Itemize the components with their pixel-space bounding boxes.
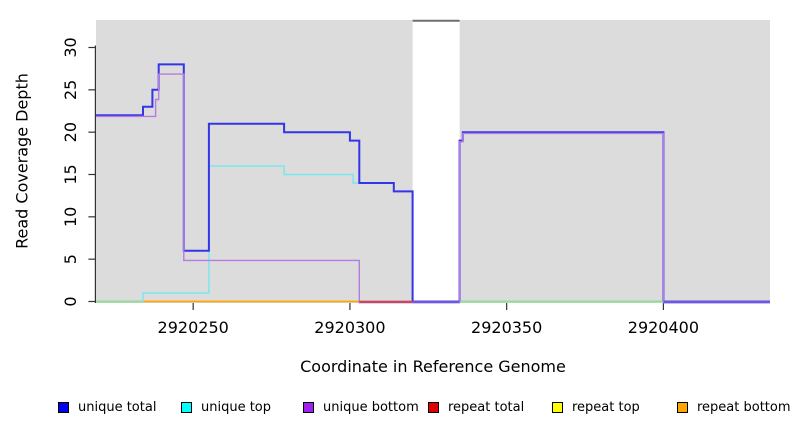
y-tick-label: 30 bbox=[61, 37, 80, 57]
x-tick-label: 2920400 bbox=[628, 318, 699, 337]
y-axis-title: Read Coverage Depth bbox=[12, 73, 32, 249]
y-tick-label: 20 bbox=[61, 122, 80, 142]
x-tick-label: 2920250 bbox=[158, 318, 229, 337]
y-tick-label: 25 bbox=[61, 80, 80, 100]
y-tick-label: 15 bbox=[61, 164, 80, 184]
x-tick-label: 2920300 bbox=[314, 318, 385, 337]
y-tick-label: 0 bbox=[61, 296, 80, 306]
series-line-unique-total bbox=[96, 63, 770, 303]
series-line-unique-bottom bbox=[96, 73, 770, 304]
y-tick-label: 5 bbox=[61, 254, 80, 264]
y-tick-label: 10 bbox=[61, 207, 80, 227]
x-axis-title: Coordinate in Reference Genome bbox=[300, 357, 566, 376]
masked-region bbox=[412, 20, 460, 303]
x-tick-label: 2920350 bbox=[471, 318, 542, 337]
